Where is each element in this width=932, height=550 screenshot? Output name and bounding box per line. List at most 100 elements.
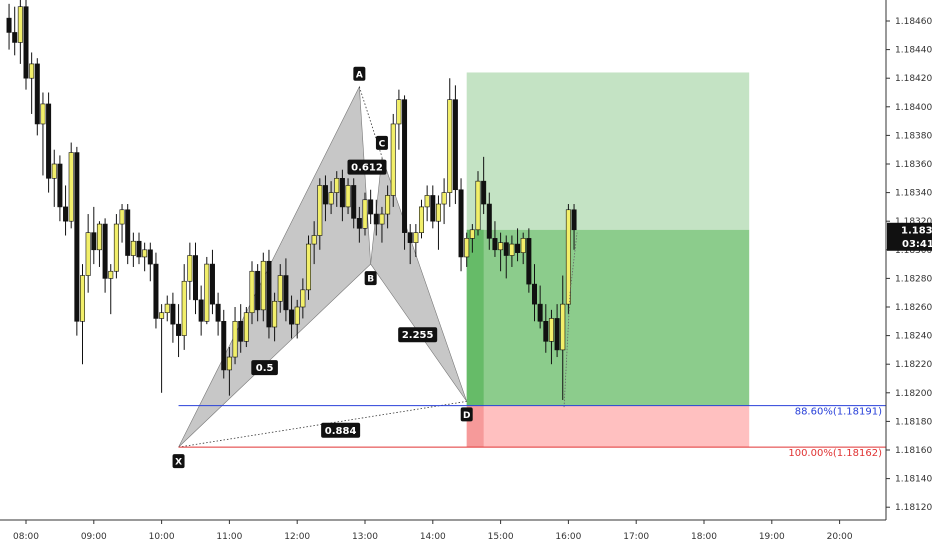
candle-body (126, 210, 130, 256)
candle-body (233, 321, 237, 357)
price-tick-label: 1.18140 (895, 475, 932, 485)
candle-body (182, 281, 186, 335)
candle (154, 253, 158, 329)
candle-body (148, 250, 152, 264)
candle-body (312, 236, 316, 245)
candle-body (165, 304, 169, 313)
last-price-tag: 1.18314 03:41 (887, 223, 932, 251)
candle-body (131, 241, 135, 255)
price-tick-label: 1.18240 (895, 332, 932, 342)
price-tick-label: 1.18200 (895, 389, 932, 399)
pattern-point-label: A (356, 70, 363, 80)
candle-body (397, 100, 401, 124)
price-tick-label: 1.18380 (895, 131, 932, 141)
candle (35, 58, 39, 135)
candle-body (75, 153, 79, 322)
candle-body (549, 318, 553, 341)
candle-body (380, 214, 384, 224)
candle-body (425, 195, 429, 206)
candle-body (58, 164, 62, 207)
candle-body (448, 100, 452, 193)
pattern-point-d: D (461, 407, 473, 421)
time-tick-label: 20:00 (827, 532, 853, 542)
candle-body (41, 104, 45, 124)
fib-level-label: 88.60%(1.18191) (795, 407, 882, 418)
candle-body (52, 164, 56, 178)
candle-body (335, 178, 339, 192)
price-tick-label: 1.18340 (895, 189, 932, 199)
candle-body (391, 124, 395, 195)
candle-body (368, 200, 372, 214)
ratio-badge: 0.612 (348, 160, 387, 175)
candle-body (29, 64, 33, 78)
candle-body (137, 241, 141, 257)
price-axis[interactable]: 1.18120 1.18140 1.18160 1.18180 1.18200 1.182… (886, 0, 932, 520)
price-tick-label: 1.18420 (895, 74, 932, 84)
time-tick-label: 17:00 (623, 532, 649, 542)
candle-body (171, 304, 175, 324)
candle-body (561, 304, 565, 350)
price-tick-label: 1.18360 (895, 160, 932, 170)
candle-body (289, 310, 293, 324)
price-tick-label: 1.18440 (895, 46, 932, 56)
candle-body (199, 300, 203, 321)
candle-body (227, 357, 231, 370)
candle-body (329, 193, 333, 204)
candle-body (24, 7, 28, 79)
price-tick-label: 1.18160 (895, 446, 932, 456)
candle-body (510, 244, 514, 255)
candle-body (431, 195, 435, 221)
candle-body (436, 204, 440, 221)
candle-body (414, 233, 418, 243)
candle-body (453, 100, 457, 190)
candle-body (538, 304, 542, 321)
candle-body (295, 307, 299, 324)
candle-body (7, 18, 11, 32)
profit-zone-active-segment (467, 230, 484, 406)
candle-body (63, 207, 67, 221)
candle-body (250, 271, 254, 312)
candle-body (86, 233, 90, 276)
candle-body (193, 256, 197, 300)
candle-body (92, 233, 96, 250)
candle-body (13, 32, 17, 42)
pattern-point-c: C (376, 136, 388, 150)
candle-body (244, 313, 248, 342)
candle-body (476, 181, 480, 230)
time-tick-label: 11:00 (216, 532, 242, 542)
candle-body (159, 313, 163, 319)
candle-body (35, 64, 39, 124)
candle-body (498, 243, 502, 250)
ratio-label: 0.612 (351, 163, 383, 174)
candle-body (515, 244, 519, 253)
candle-body (442, 193, 446, 204)
time-tick-label: 14:00 (420, 532, 446, 542)
candle-body (459, 190, 463, 257)
candle-body (555, 318, 559, 349)
candle-body (532, 284, 536, 304)
candle (391, 114, 395, 207)
pattern-point-label: X (175, 458, 182, 468)
pattern-point-label: C (379, 139, 386, 149)
ratio-badge: 2.255 (398, 327, 437, 342)
candle-body (566, 210, 570, 304)
time-axis[interactable]: 08:00 09:00 10:00 11:00 12:00 13:00 14:00 15:00… (0, 520, 886, 542)
candle (46, 93, 50, 193)
candle-body (527, 238, 531, 284)
time-tick-label: 15:00 (488, 532, 514, 542)
candle-body (222, 321, 226, 370)
candle-body (278, 276, 282, 302)
countdown-label: 03:41 (902, 239, 932, 250)
candle (75, 147, 79, 336)
candle-body (481, 181, 485, 204)
candle-body (69, 153, 73, 222)
candle (267, 250, 271, 339)
last-price-label: 1.18314 (901, 225, 932, 236)
ratio-label: 0.884 (325, 426, 357, 437)
candle-body (306, 244, 310, 290)
candle-body (18, 7, 22, 43)
fib-level-label: 100.00%(1.18162) (788, 448, 882, 459)
candle-body (470, 230, 474, 239)
candle-body (255, 271, 259, 310)
